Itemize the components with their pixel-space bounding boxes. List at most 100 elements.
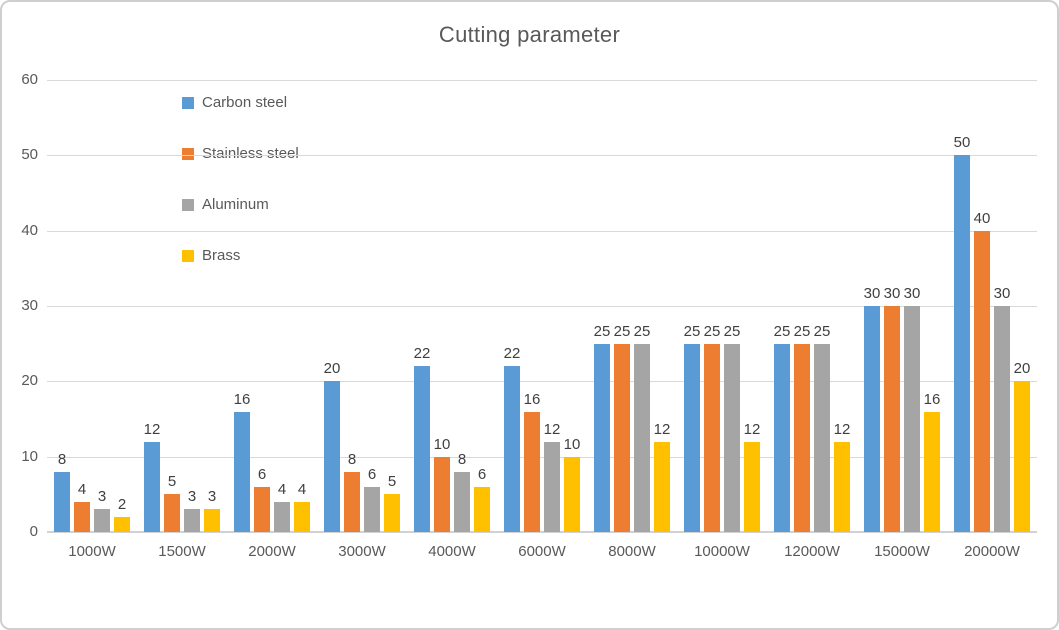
data-label: 16 [233,390,251,408]
bar-carbon-steel-6000w: 22 [504,345,520,532]
y-tick-label: 50 [21,146,38,163]
data-label: 4 [277,480,287,498]
bar-carbon-steel-1500w: 12 [144,421,160,532]
x-tick-label-2000w: 2000W [248,543,296,560]
data-label: 25 [813,322,831,340]
bar-group-3000w: 20 8 6 5 [324,80,400,532]
data-label: 6 [367,465,377,483]
data-label: 25 [593,322,611,340]
data-label: 6 [477,465,487,483]
bar-carbon-steel-15000w: 30 [864,285,880,532]
gridline [47,381,1037,382]
x-tick-label-1000w: 1000W [68,543,116,560]
bar-aluminum-3000w: 6 [364,466,380,532]
bar-carbon-steel-8000w: 25 [594,323,610,532]
data-label: 2 [117,495,127,513]
y-tick-label: 40 [21,222,38,239]
bar-stainless-steel-3000w: 8 [344,451,360,532]
data-label: 12 [833,420,851,438]
bars-layer: 8 4 3 2 12 5 3 3 16 6 4 4 20 8 6 5 22 10 8 6 22 16 12 10 25 25 25 1… [47,80,1037,532]
bar-brass-20000w: 20 [1014,360,1030,532]
gridline [47,80,1037,81]
data-label: 3 [187,488,197,506]
data-label: 25 [613,322,631,340]
data-label: 8 [457,450,467,468]
grid-layer [47,80,1037,533]
data-label: 50 [953,134,971,152]
data-label: 25 [703,322,721,340]
bar-stainless-steel-4000w: 10 [434,436,450,532]
legend-label-carbon-steel: Carbon steel [202,94,288,111]
data-label: 10 [563,435,581,453]
bar-group-1500w: 12 5 3 3 [144,80,220,532]
plot-area: 8 4 3 2 12 5 3 3 16 6 4 4 20 8 6 5 22 10 8 6 22 16 12 10 25 25 25 1… [47,80,1037,533]
bar-carbon-steel-3000w: 20 [324,360,340,532]
bar-brass-2000w: 4 [294,481,310,532]
bar-group-10000w: 25 25 25 12 [684,80,760,532]
bar-carbon-steel-10000w: 25 [684,323,700,532]
bar-aluminum-4000w: 8 [454,451,470,532]
y-tick-label: 0 [29,523,38,540]
data-label: 22 [503,345,521,363]
gridline [47,231,1037,232]
bar-aluminum-6000w: 12 [544,421,560,532]
data-label: 3 [207,488,217,506]
bar-group-15000w: 30 30 30 16 [864,80,940,532]
y-axis: 0 10 20 30 40 50 60 [2,71,38,540]
legend-swatch-carbon-steel-icon [182,96,194,109]
bar-brass-8000w: 12 [654,421,670,532]
y-tick-label: 30 [21,297,38,314]
legend: Carbon steel Stainless steel Aluminum Br… [182,94,299,264]
bar-aluminum-15000w: 30 [904,285,920,532]
data-label: 3 [97,488,107,506]
data-label: 4 [297,480,307,498]
data-label: 30 [903,285,921,302]
bar-brass-6000w: 10 [564,436,580,532]
y-tick-label: 60 [21,71,38,88]
gridline [47,457,1037,458]
data-label: 25 [633,322,651,340]
bar-group-20000w: 50 40 30 20 [954,80,1030,532]
x-tick-label-20000w: 20000W [964,543,1020,560]
bar-carbon-steel-12000w: 25 [774,323,790,532]
x-axis-line [47,531,1037,533]
bar-group-12000w: 25 25 25 12 [774,80,850,532]
bar-group-4000w: 22 10 8 6 [414,80,490,532]
bar-brass-12000w: 12 [834,421,850,532]
bar-aluminum-2000w: 4 [274,481,290,532]
legend-swatch-brass-icon [182,249,194,262]
legend-label-aluminum: Aluminum [202,196,269,213]
legend-label-stainless-steel: Stainless steel [202,145,299,162]
legend-label-brass: Brass [202,247,241,264]
data-label: 16 [923,390,941,408]
data-label: 12 [143,420,161,438]
data-label: 20 [323,360,341,378]
bar-brass-3000w: 5 [384,473,400,532]
chart-title: Cutting parameter [438,22,621,47]
bar-stainless-steel-12000w: 25 [794,323,810,532]
bar-carbon-steel-1000w: 8 [54,451,70,532]
bar-aluminum-20000w: 30 [994,285,1010,532]
bar-aluminum-10000w: 25 [724,323,740,532]
bar-stainless-steel-2000w: 6 [254,466,270,532]
x-tick-label-6000w: 6000W [518,543,566,560]
data-label: 25 [723,322,741,340]
bar-stainless-steel-10000w: 25 [704,323,720,532]
data-label: 20 [1013,360,1031,378]
data-label: 12 [743,420,761,438]
data-label: 5 [167,473,177,491]
x-tick-label-8000w: 8000W [608,543,656,560]
bar-stainless-steel-1500w: 5 [164,473,180,532]
bar-aluminum-12000w: 25 [814,323,830,532]
data-label: 16 [523,390,541,408]
bar-group-8000w: 25 25 25 12 [594,80,670,532]
legend-item-carbon-steel: Carbon steel [182,94,299,111]
data-label: 6 [257,465,267,483]
data-label: 40 [973,209,991,227]
x-tick-label-15000w: 15000W [874,543,930,560]
bar-group-2000w: 16 6 4 4 [234,80,310,532]
bar-brass-1000w: 2 [114,496,130,532]
legend-swatch-stainless-steel-icon [182,147,194,160]
